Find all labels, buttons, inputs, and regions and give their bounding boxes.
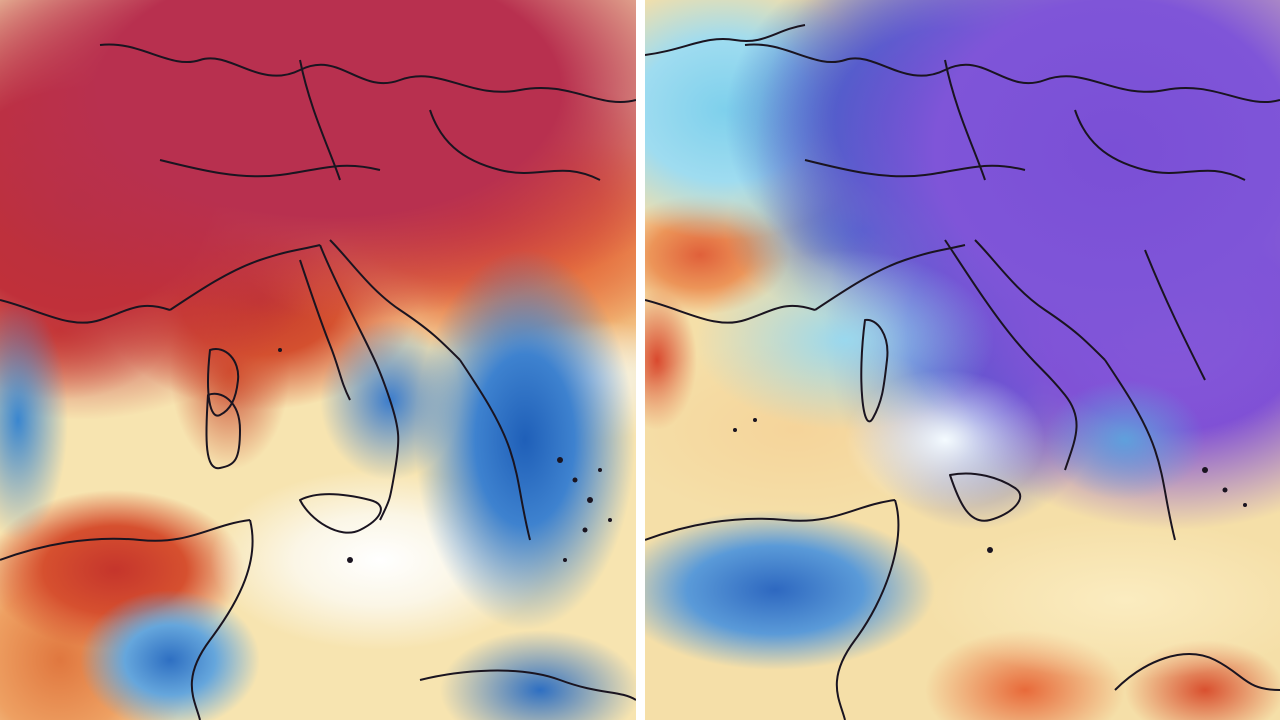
panel-divider xyxy=(636,0,645,720)
warm-anomaly-map: Warm temperature anomaly map: deep red/c… xyxy=(0,0,636,720)
country-borders xyxy=(0,43,636,720)
country-borders xyxy=(645,24,1280,720)
cold-anomaly-map: Cold temperature anomaly map: purple/vio… xyxy=(645,0,1280,720)
